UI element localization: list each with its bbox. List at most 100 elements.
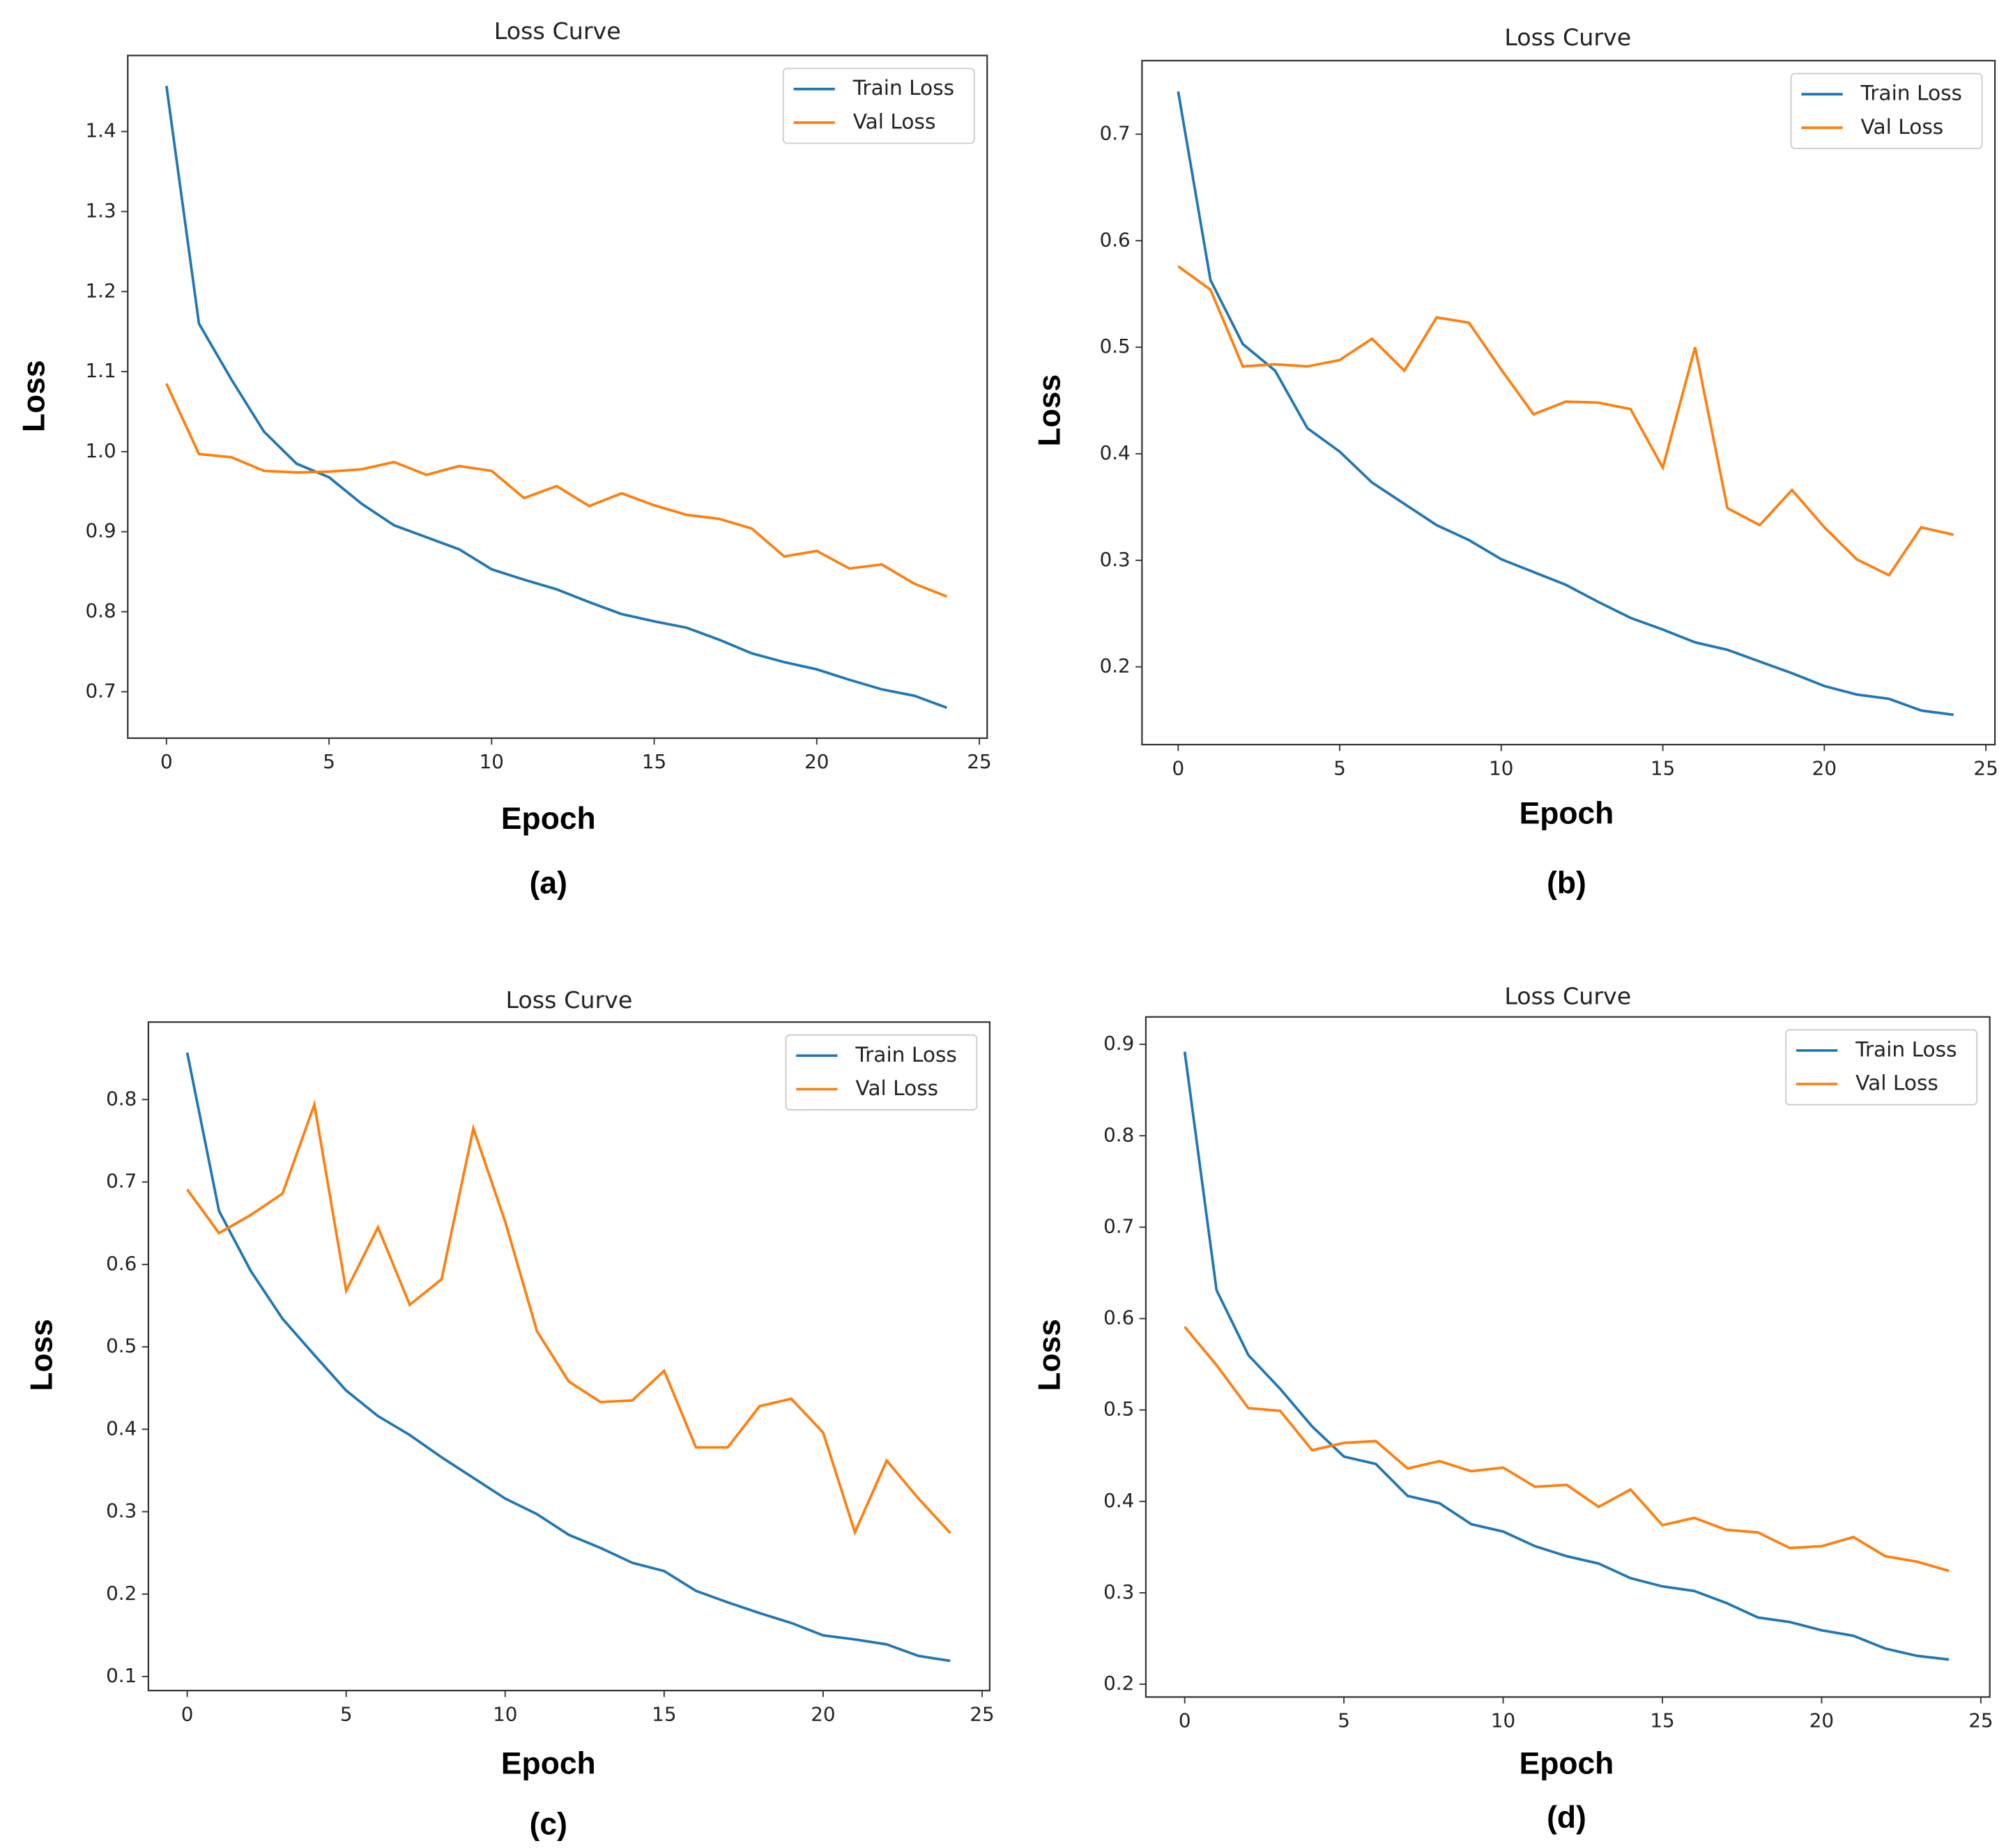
y-tick-label: 1.0 xyxy=(85,439,116,462)
caption: (c) xyxy=(530,1807,567,1841)
y-tick-label: 0.4 xyxy=(106,1416,137,1440)
legend-label: Val Loss xyxy=(1861,115,1944,139)
caption: (d) xyxy=(1547,1801,1586,1835)
y-tick-label: 0.5 xyxy=(1103,1398,1134,1421)
y-tick-label: 0.2 xyxy=(106,1582,137,1605)
y-tick-label: 0.7 xyxy=(1103,1214,1134,1237)
y-tick-label: 0.6 xyxy=(1103,1306,1134,1329)
x-tick-label: 5 xyxy=(1338,1709,1350,1732)
x-axis-label: Epoch xyxy=(1520,1746,1614,1780)
plot-frame xyxy=(1145,1016,1991,1698)
y-axis-label: Loss xyxy=(25,1319,59,1391)
data-line xyxy=(1184,1326,1950,1573)
caption: (b) xyxy=(1547,866,1586,901)
chart-title: Loss Curve xyxy=(494,17,621,45)
y-axis-label: Loss xyxy=(1033,374,1067,447)
y-tick-label: 0.1 xyxy=(106,1664,137,1687)
legend-box xyxy=(1790,72,1983,149)
x-tick-label: 15 xyxy=(652,1702,676,1725)
data-line xyxy=(165,383,948,598)
legend-label: Val Loss xyxy=(1855,1071,1938,1095)
x-axis-label: Epoch xyxy=(501,1746,596,1780)
y-axis-label: Loss xyxy=(17,360,52,432)
chart-panel: Loss Curve Epoch Loss (d) 0.2 0.3 0.4 0.5 0.6 0.7… xyxy=(1033,983,1993,1835)
x-tick-label: 20 xyxy=(1812,756,1837,779)
y-tick-label: 0.9 xyxy=(1103,1032,1134,1055)
legend-label: Train Loss xyxy=(855,1043,956,1067)
legend-label: Val Loss xyxy=(855,1076,938,1100)
data-line xyxy=(164,85,948,710)
y-tick-label: 1.4 xyxy=(85,119,116,142)
x-tick-label: 0 xyxy=(160,750,173,773)
x-tick-label: 10 xyxy=(493,1702,517,1725)
y-tick-label: 0.8 xyxy=(1103,1123,1134,1146)
y-tick-label: 0.4 xyxy=(1103,1489,1134,1512)
y-tick-label: 0.6 xyxy=(1100,228,1131,251)
x-tick-label: 25 xyxy=(1968,1709,1993,1732)
y-tick-label: 0.3 xyxy=(1103,1580,1134,1603)
x-tick-label: 0 xyxy=(1172,756,1184,779)
y-tick-label: 1.3 xyxy=(85,199,116,222)
x-tick-label: 5 xyxy=(340,1702,353,1725)
x-tick-label: 10 xyxy=(1491,1709,1515,1732)
y-tick-label: 0.7 xyxy=(85,679,116,702)
chart-panel: Loss Curve Epoch Loss (a) 0.7 0.8 0.9 1.0 1.1 1.2… xyxy=(17,17,992,901)
data-line xyxy=(1177,91,1954,717)
y-tick-label: 0.2 xyxy=(1103,1672,1134,1695)
x-axis-label: Epoch xyxy=(501,802,596,836)
x-tick-label: 20 xyxy=(804,750,829,773)
data-line xyxy=(186,1099,951,1536)
chart-title: Loss Curve xyxy=(1504,983,1631,1010)
x-tick-label: 20 xyxy=(1809,1709,1834,1732)
data-line xyxy=(1177,265,1954,577)
y-tick-label: 0.5 xyxy=(1100,335,1131,358)
x-tick-label: 0 xyxy=(181,1702,194,1725)
y-tick-label: 0.4 xyxy=(1100,441,1131,464)
y-tick-label: 1.1 xyxy=(85,359,116,382)
y-tick-label: 0.7 xyxy=(106,1170,137,1193)
plot-frame xyxy=(127,54,988,740)
x-tick-label: 10 xyxy=(480,750,504,773)
plot-frame xyxy=(1141,59,1996,746)
chart-title: Loss Curve xyxy=(1504,24,1631,51)
x-tick-label: 15 xyxy=(642,750,666,773)
y-tick-label: 0.9 xyxy=(85,519,116,542)
x-tick-label: 15 xyxy=(1651,756,1675,779)
legend-label: Train Loss xyxy=(852,76,954,100)
x-axis-label: Epoch xyxy=(1520,797,1614,831)
x-tick-label: 0 xyxy=(1179,1709,1191,1732)
chart-title: Loss Curve xyxy=(505,986,632,1014)
data-line xyxy=(185,1052,951,1663)
legend-label: Val Loss xyxy=(853,109,936,133)
y-tick-label: 0.6 xyxy=(106,1252,137,1275)
y-tick-label: 0.2 xyxy=(1100,655,1131,678)
caption: (a) xyxy=(530,866,567,901)
legend-box xyxy=(782,68,975,144)
x-tick-label: 25 xyxy=(967,750,991,773)
chart-panel: Loss Curve Epoch Loss (b) 0.2 0.3 0.4 0.5 0.6 0.7… xyxy=(1033,24,1998,901)
x-tick-label: 15 xyxy=(1650,1709,1674,1732)
x-tick-label: 25 xyxy=(1973,756,1998,779)
legend-box xyxy=(785,1034,978,1111)
y-tick-label: 0.5 xyxy=(106,1334,137,1357)
y-tick-label: 1.2 xyxy=(85,279,116,302)
y-tick-label: 0.8 xyxy=(106,1087,137,1110)
legend-label: Train Loss xyxy=(1860,82,1962,105)
y-tick-label: 0.3 xyxy=(1100,548,1131,571)
chart-panel: Loss Curve Epoch Loss (c) 0.1 0.2 0.3 0.4 0.5 0.6… xyxy=(25,986,995,1841)
plot-frame xyxy=(147,1021,991,1692)
x-tick-label: 20 xyxy=(811,1702,835,1725)
y-tick-label: 0.3 xyxy=(106,1499,137,1522)
legend-box xyxy=(1785,1029,1978,1106)
y-axis-label: Loss xyxy=(1033,1319,1067,1391)
x-tick-label: 5 xyxy=(1333,756,1346,779)
x-tick-label: 10 xyxy=(1489,756,1513,779)
y-tick-label: 0.7 xyxy=(1100,121,1131,144)
x-tick-label: 25 xyxy=(970,1702,994,1725)
y-tick-label: 0.8 xyxy=(85,600,116,623)
data-line xyxy=(1183,1051,1950,1661)
legend-label: Train Loss xyxy=(1855,1037,1957,1061)
x-tick-label: 5 xyxy=(323,750,335,773)
